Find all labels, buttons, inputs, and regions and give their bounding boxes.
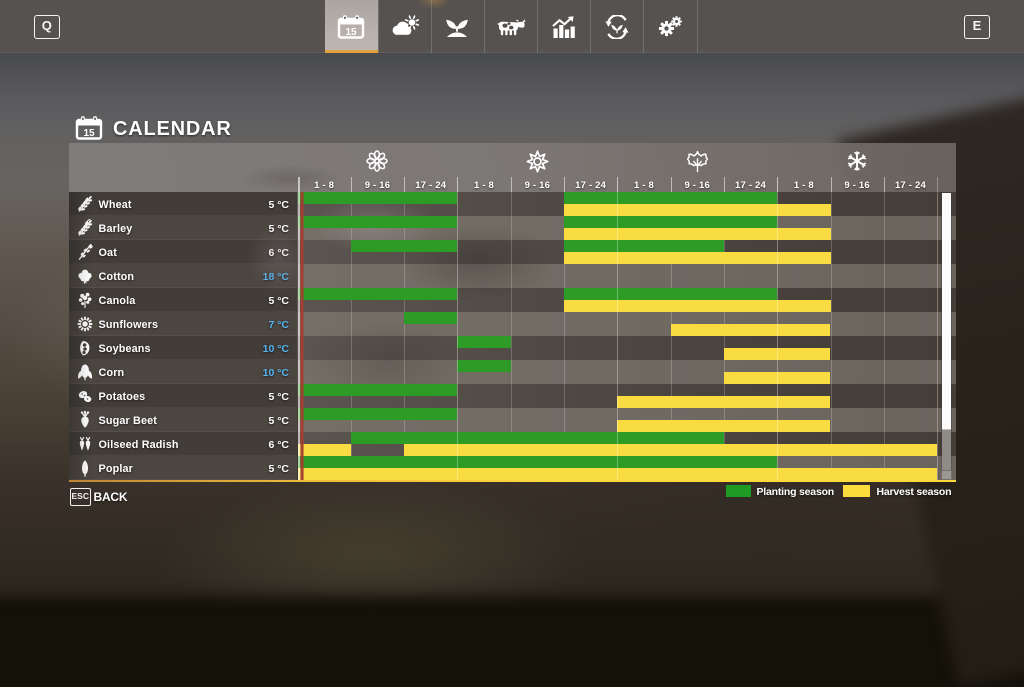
svg-text:15: 15 [346,27,358,38]
svg-text:15: 15 [83,128,95,139]
